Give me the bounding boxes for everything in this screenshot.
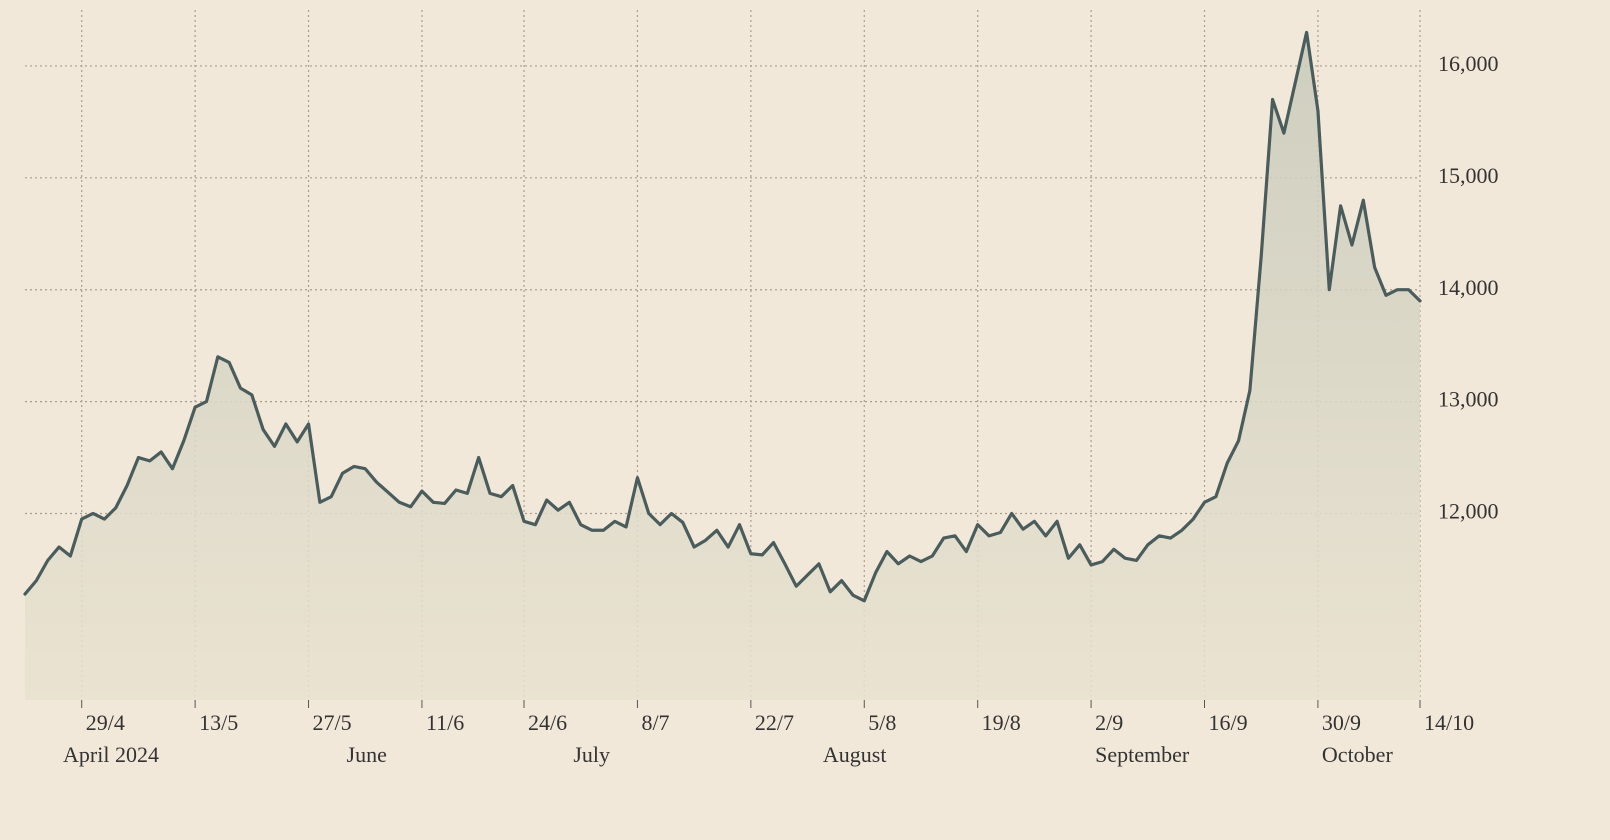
x-axis-tick-label: 16/9 [1209, 710, 1248, 735]
y-axis-tick-label: 13,000 [1438, 387, 1499, 412]
x-axis-tick-label: 29/4 [86, 710, 125, 735]
x-axis-tick-label: 30/9 [1322, 710, 1361, 735]
x-axis-tick-label: 8/7 [641, 710, 669, 735]
y-axis-tick-label: 14,000 [1438, 275, 1499, 300]
y-axis-tick-label: 15,000 [1438, 163, 1499, 188]
x-axis-month-label: August [823, 742, 887, 767]
x-axis-tick-label: 19/8 [982, 710, 1021, 735]
price-area-chart: 12,000 13,000 14,000 15,000 16,000 29/4 13/5 27… [0, 0, 1610, 840]
x-axis-month-label: September [1095, 742, 1190, 767]
x-axis-tick-label: 14/10 [1424, 710, 1474, 735]
x-axis-month-label: April 2024 [63, 742, 159, 767]
x-axis-tick-label: 22/7 [755, 710, 794, 735]
y-axis-tick-label: 16,000 [1438, 51, 1499, 76]
x-axis-tick-label: 11/6 [426, 710, 464, 735]
y-axis-tick-label: 12,000 [1438, 499, 1499, 524]
x-axis-tick-label: 13/5 [199, 710, 238, 735]
x-axis-tick-label: 2/9 [1095, 710, 1123, 735]
x-axis-month-label: October [1322, 742, 1394, 767]
x-axis-month-label: June [347, 742, 387, 767]
x-axis-tick-label: 27/5 [313, 710, 352, 735]
x-axis-tick-label: 5/8 [868, 710, 896, 735]
x-axis-month-label: July [573, 742, 610, 767]
x-axis-tick-label: 24/6 [528, 710, 567, 735]
chart-canvas: 12,000 13,000 14,000 15,000 16,000 29/4 13/5 27… [0, 0, 1610, 840]
